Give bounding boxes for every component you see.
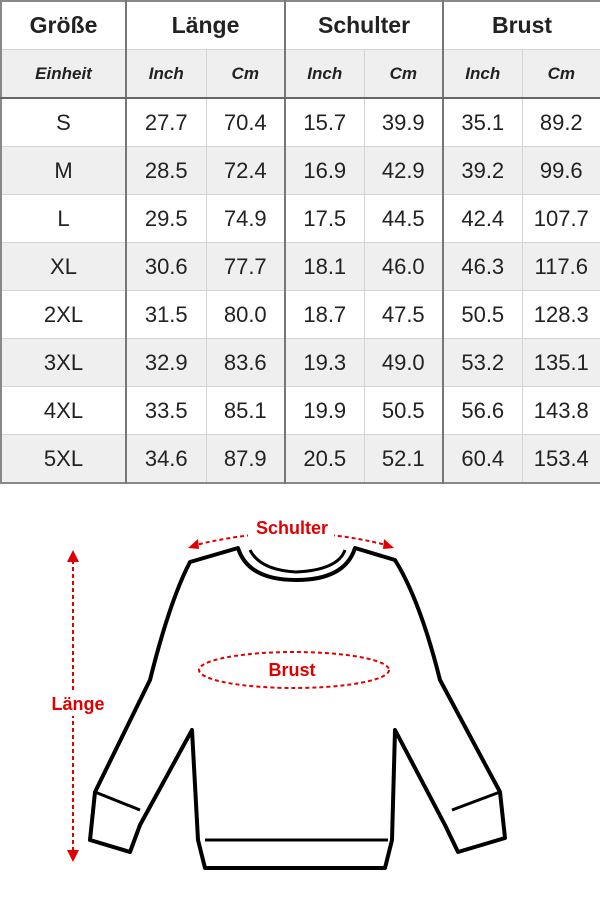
measurement-cell: 16.9 — [284, 146, 365, 195]
size-cell: 5XL — [0, 434, 127, 484]
measurement-cell: 46.3 — [442, 242, 523, 291]
size-row: XL 30.6 77.7 18.1 46.0 46.3 117.6 — [0, 242, 600, 291]
size-cell: S — [0, 97, 127, 147]
arrowhead-icon — [188, 539, 199, 549]
measurement-cell: 107.7 — [521, 194, 600, 243]
measurement-cell: 85.1 — [205, 386, 286, 435]
measurement-cell: 143.8 — [521, 386, 600, 435]
header-row: Größe Länge Schulter Brust — [0, 0, 600, 50]
sweater-outline — [88, 546, 507, 870]
measurement-cell: 77.7 — [205, 242, 286, 291]
shoulder-measure: Schulter — [188, 516, 394, 549]
unit-cell: Cm — [521, 49, 600, 99]
measurement-cell: 30.6 — [125, 242, 207, 291]
unit-cell: Cm — [363, 49, 444, 99]
measurement-cell: 18.7 — [284, 290, 365, 339]
size-row: M 28.5 72.4 16.9 42.9 39.2 99.6 — [0, 146, 600, 195]
size-row: 5XL 34.6 87.9 20.5 52.1 60.4 153.4 — [0, 434, 600, 484]
measurement-cell: 42.9 — [363, 146, 444, 195]
measurement-cell: 32.9 — [125, 338, 207, 387]
measurement-cell: 29.5 — [125, 194, 207, 243]
measurement-cell: 50.5 — [442, 290, 523, 339]
arrow-up-icon — [67, 550, 79, 562]
measurement-cell: 87.9 — [205, 434, 286, 484]
header-size: Größe — [0, 0, 127, 50]
measurement-cell: 39.9 — [363, 97, 444, 147]
size-row: 4XL 33.5 85.1 19.9 50.5 56.6 143.8 — [0, 386, 600, 435]
shoulder-label: Schulter — [256, 518, 328, 538]
measurement-cell: 18.1 — [284, 242, 365, 291]
measurement-cell: 19.3 — [284, 338, 365, 387]
chest-measure: Brust — [198, 651, 390, 689]
measurement-cell: 50.5 — [363, 386, 444, 435]
measurement-cell: 28.5 — [125, 146, 207, 195]
length-measure: Länge — [44, 550, 110, 862]
measurement-cell: 83.6 — [205, 338, 286, 387]
measurement-cell: 19.9 — [284, 386, 365, 435]
measurement-cell: 52.1 — [363, 434, 444, 484]
measurement-cell: 15.7 — [284, 97, 365, 147]
measurement-cell: 39.2 — [442, 146, 523, 195]
header-length: Länge — [124, 0, 286, 50]
measurement-cell: 153.4 — [521, 434, 600, 484]
size-cell: 3XL — [0, 338, 127, 387]
header-chest: Brust — [442, 0, 600, 50]
size-cell: M — [0, 146, 127, 195]
measurement-cell: 56.6 — [442, 386, 523, 435]
arrowhead-icon — [383, 539, 394, 549]
measurement-cell: 27.7 — [125, 97, 207, 147]
measurement-cell: 49.0 — [363, 338, 444, 387]
sweater-diagram: Schulter Brust Länge — [44, 516, 507, 870]
size-row: L 29.5 74.9 17.5 44.5 42.4 107.7 — [0, 194, 600, 243]
header-shoulder: Schulter — [284, 0, 444, 50]
measurement-cell: 74.9 — [205, 194, 286, 243]
size-chart-table: Größe Länge Schulter Brust Einheit Inch … — [0, 0, 600, 484]
measurement-cell: 117.6 — [521, 242, 600, 291]
measurement-cell: 72.4 — [205, 146, 286, 195]
size-cell: XL — [0, 242, 127, 291]
measurement-cell: 80.0 — [205, 290, 286, 339]
size-cell: L — [0, 194, 127, 243]
measurement-cell: 70.4 — [205, 97, 286, 147]
measurement-cell: 135.1 — [521, 338, 600, 387]
measurement-cell: 34.6 — [125, 434, 207, 484]
measurement-cell: 17.5 — [284, 194, 365, 243]
unit-cell: Inch — [125, 49, 207, 99]
length-label: Länge — [51, 694, 104, 714]
measurement-cell: 53.2 — [442, 338, 523, 387]
measurement-cell: 89.2 — [521, 97, 600, 147]
measurement-cell: 46.0 — [363, 242, 444, 291]
measurement-cell: 47.5 — [363, 290, 444, 339]
measurement-cell: 35.1 — [442, 97, 523, 147]
size-row: 2XL 31.5 80.0 18.7 47.5 50.5 128.3 — [0, 290, 600, 339]
unit-row: Einheit Inch Cm Inch Cm Inch Cm — [0, 49, 600, 99]
chest-label: Brust — [268, 660, 315, 680]
unit-label: Einheit — [0, 49, 127, 99]
measurement-cell: 99.6 — [521, 146, 600, 195]
measurement-cell: 42.4 — [442, 194, 523, 243]
size-cell: 4XL — [0, 386, 127, 435]
size-row: 3XL 32.9 83.6 19.3 49.0 53.2 135.1 — [0, 338, 600, 387]
measurement-cell: 33.5 — [125, 386, 207, 435]
measurement-cell: 31.5 — [125, 290, 207, 339]
size-row: S 27.7 70.4 15.7 39.9 35.1 89.2 — [0, 97, 600, 147]
unit-cell: Inch — [442, 49, 523, 99]
measurement-cell: 128.3 — [521, 290, 600, 339]
unit-cell: Cm — [205, 49, 286, 99]
size-cell: 2XL — [0, 290, 127, 339]
unit-cell: Inch — [284, 49, 365, 99]
measurement-cell: 60.4 — [442, 434, 523, 484]
arrow-down-icon — [67, 850, 79, 862]
measurement-cell: 20.5 — [284, 434, 365, 484]
measurement-cell: 44.5 — [363, 194, 444, 243]
